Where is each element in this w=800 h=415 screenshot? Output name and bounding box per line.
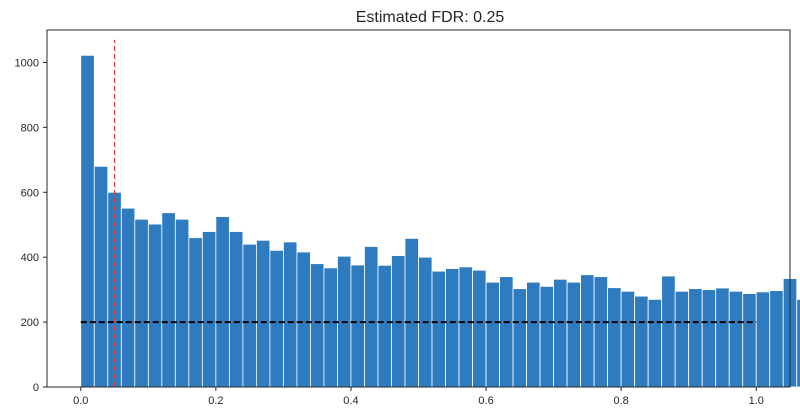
histogram-bar xyxy=(283,241,298,388)
histogram-bar xyxy=(404,237,419,388)
chart-title: Estimated FDR: 0.25 xyxy=(356,9,505,26)
histogram-bar xyxy=(634,295,649,388)
histogram-bar xyxy=(80,54,95,388)
histogram-bar xyxy=(499,276,514,388)
histogram-bar xyxy=(350,264,365,388)
x-tick-label: 1.0 xyxy=(749,395,764,407)
y-tick-label: 1000 xyxy=(15,57,39,69)
y-tick-label: 800 xyxy=(21,122,39,134)
bars-group xyxy=(80,54,800,388)
histogram-bar xyxy=(674,290,690,388)
histogram-bar xyxy=(255,239,271,388)
histogram-bar xyxy=(458,266,473,388)
histogram-bar xyxy=(715,287,730,388)
histogram-bar xyxy=(188,237,203,388)
histogram-bar xyxy=(485,281,500,388)
histogram-bar xyxy=(512,288,527,388)
histogram-bar xyxy=(269,249,284,388)
histogram-bar xyxy=(472,269,487,388)
histogram-bar xyxy=(553,278,568,388)
histogram-bar xyxy=(201,231,217,388)
histogram-bar xyxy=(526,281,541,388)
x-tick-label: 0.2 xyxy=(208,395,223,407)
histogram-bar xyxy=(539,285,554,388)
reference-lines-group xyxy=(80,39,757,387)
x-tick-label: 0.0 xyxy=(73,395,88,407)
histogram-bar xyxy=(242,243,257,388)
histogram-bar xyxy=(769,290,784,388)
histogram-bar xyxy=(228,231,244,388)
histogram-bar xyxy=(688,288,703,388)
histogram-bar xyxy=(647,298,663,388)
histogram-bar xyxy=(742,293,757,388)
histogram-bar xyxy=(701,289,717,388)
histogram-bar xyxy=(445,268,460,388)
x-tick-label: 0.8 xyxy=(613,395,628,407)
histogram-bar xyxy=(796,298,800,388)
histogram-bar xyxy=(580,274,595,388)
histogram-bar xyxy=(215,216,230,388)
histogram-bar xyxy=(174,218,190,388)
histogram-bar xyxy=(620,290,636,388)
histogram-bar xyxy=(364,246,379,388)
histogram-bar xyxy=(661,275,676,388)
y-tick-label: 400 xyxy=(21,252,39,264)
histogram-bar xyxy=(431,270,446,388)
x-tick-label: 0.6 xyxy=(478,395,493,407)
histogram-bar xyxy=(728,290,744,388)
axes-group: 0.0 0.2 0.4 0.6 0.8 1.0 0 200 400 600 800 1000 xyxy=(15,29,791,407)
histogram-bar xyxy=(566,281,582,388)
histogram-bar xyxy=(296,251,311,388)
histogram-bar xyxy=(593,276,609,388)
histogram-bar xyxy=(377,264,392,388)
plot-frame xyxy=(46,29,791,388)
histogram-bar xyxy=(93,165,109,388)
y-tick-label: 0 xyxy=(33,382,39,394)
histogram-bar xyxy=(323,267,338,388)
histogram-bar xyxy=(120,207,136,388)
x-tick-label: 0.4 xyxy=(343,395,358,407)
histogram-bar xyxy=(161,212,176,388)
histogram-bar xyxy=(755,291,771,388)
histogram-bar xyxy=(607,287,622,388)
histogram-bar xyxy=(134,218,149,388)
y-tick-label: 200 xyxy=(21,317,39,329)
y-tick-label: 600 xyxy=(21,187,39,199)
histogram-bar xyxy=(147,223,163,388)
histogram-bar xyxy=(310,263,325,388)
